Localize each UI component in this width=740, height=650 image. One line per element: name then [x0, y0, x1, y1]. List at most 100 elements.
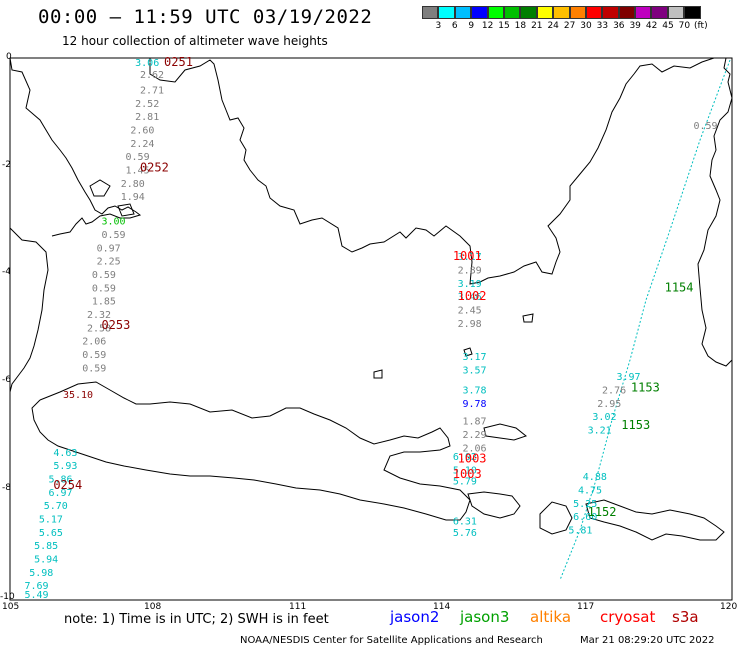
- colorbar-label: 36: [613, 21, 625, 31]
- colorbar-label: 9: [468, 21, 475, 31]
- x-tick-0: 105: [2, 602, 20, 612]
- wave-height-value: 2.24: [130, 139, 154, 150]
- wave-height-value: 0.59: [126, 152, 150, 163]
- colorbar-swatch: [618, 6, 636, 19]
- wave-height-value: 2.06: [82, 337, 106, 348]
- colorbar-swatch: [503, 6, 521, 19]
- pass-time-label: 1152: [588, 505, 617, 519]
- coastline-borneo: [9, 57, 715, 285]
- credit-line: NOAA/NESDIS Center for Satellite Applica…: [240, 635, 543, 646]
- colorbar-swatch: [487, 6, 504, 19]
- wave-height-value: 1.87: [462, 417, 486, 428]
- colorbar-swatch: [553, 6, 570, 19]
- wave-height-value: 2.95: [597, 399, 621, 410]
- wave-height-value: 3.19: [458, 279, 482, 290]
- wave-height-value: 5.70: [44, 501, 68, 512]
- colorbar-swatch: [422, 6, 439, 19]
- wave-height-value: 6.60: [573, 512, 597, 523]
- wave-height-value: 5.85: [34, 541, 58, 552]
- coastline-lombok: [539, 501, 573, 535]
- x-tick-2: 111: [289, 602, 307, 612]
- jason3-ground-track: [559, 59, 731, 581]
- colorbar-labels: 3 6 9 12 15 18 21 24 27 30 33 36 39 42 45 70 (ft): [422, 21, 740, 33]
- wave-height-value: 5.76: [453, 528, 477, 539]
- coastline-islands: [89, 179, 534, 379]
- x-tick-5: 120: [720, 602, 738, 612]
- wave-height-value: 2.62: [140, 70, 164, 81]
- wave-height-value: 2.52: [135, 99, 159, 110]
- pass-time-label: 1003: [458, 451, 487, 465]
- wave-height-value: 2.06: [462, 443, 486, 454]
- wave-height-value: 5.65: [39, 528, 63, 539]
- wave-height-value: 5.25: [573, 499, 597, 510]
- pass-time-label: 0254: [53, 478, 82, 492]
- pass-time-label: 1002: [458, 289, 487, 303]
- colorbar-label: 15: [498, 21, 510, 31]
- wave-height-value: 4.88: [583, 472, 607, 483]
- wave-height-value: 6.31: [453, 517, 477, 528]
- legend-cryosat: cryosat: [600, 608, 656, 626]
- colorbar-swatch: [684, 6, 701, 19]
- wave-height-value: 35.10: [63, 390, 93, 401]
- coastline-sumbawa: [585, 499, 725, 541]
- wave-height-value: 5.98: [29, 568, 53, 579]
- coastline-bali: [467, 491, 521, 519]
- wave-height-value: 3.78: [462, 386, 486, 397]
- coastline-sumatra: [9, 227, 49, 393]
- pass-time-label: 1154: [665, 280, 694, 294]
- wave-height-value: 2.81: [135, 112, 159, 123]
- colorbar: [422, 6, 701, 19]
- map-frame: [9, 57, 733, 601]
- colorbar-swatch: [635, 6, 652, 19]
- colorbar-label: 21: [531, 21, 543, 31]
- colorbar-swatch: [585, 6, 603, 19]
- wave-height-value: 0.59: [92, 270, 116, 281]
- chart-title: 00:00 — 11:59 UTC 03/19/2022: [38, 6, 373, 28]
- wave-height-value: 2.80: [121, 179, 145, 190]
- wave-height-value: 2.89: [458, 266, 482, 277]
- wave-height-value: 6.02: [453, 452, 477, 463]
- wave-height-value: 5.17: [39, 514, 63, 525]
- coastline-madura: [483, 423, 528, 441]
- pass-time-label: 0251: [164, 55, 193, 69]
- wave-height-value: 3.06: [135, 58, 159, 69]
- colorbar-label: (ft): [694, 21, 708, 31]
- wave-height-value: 1.94: [121, 192, 145, 203]
- chart-subtitle: 12 hour collection of altimeter wave hei…: [62, 34, 328, 48]
- colorbar-swatch: [569, 6, 586, 19]
- y-tick-4: -8: [2, 483, 11, 493]
- wave-height-value: 5.79: [453, 477, 477, 488]
- wave-height-value: 5.10: [453, 466, 477, 477]
- y-tick-3: -6: [2, 375, 11, 385]
- wave-height-value: 7.69: [24, 581, 48, 592]
- pass-time-label: 0252: [140, 160, 169, 174]
- wave-height-value: 3.17: [458, 252, 482, 263]
- colorbar-label: 18: [514, 21, 527, 31]
- wave-height-value: 5.94: [34, 554, 58, 565]
- y-tick-1: -2: [2, 160, 11, 170]
- x-tick-1: 108: [144, 602, 162, 612]
- colorbar-label: 27: [563, 21, 576, 31]
- wave-height-value: 2.98: [458, 319, 482, 330]
- colorbar-label: 45: [662, 21, 674, 31]
- legend-jason2: jason2: [390, 608, 440, 626]
- generated-timestamp: Mar 21 08:29:20 UTC 2022: [580, 635, 715, 646]
- colorbar-swatch: [602, 6, 619, 19]
- colorbar-label: 30: [580, 21, 592, 31]
- colorbar-swatch: [471, 6, 488, 19]
- colorbar-label: 33: [596, 21, 609, 31]
- y-tick-0: 0: [6, 52, 12, 62]
- y-tick-2: -4: [2, 267, 11, 277]
- pass-time-label: 1001: [453, 249, 482, 263]
- colorbar-swatch: [520, 6, 537, 19]
- wave-height-value: 2.32: [87, 310, 111, 321]
- wave-height-value: 3.17: [462, 352, 486, 363]
- colorbar-label: 70: [678, 21, 691, 31]
- wave-height-value: 3.21: [588, 426, 612, 437]
- wave-height-value: 3.02: [592, 412, 616, 423]
- wave-height-value: 2.25: [97, 257, 121, 268]
- colorbar-label: 39: [629, 21, 641, 31]
- pass-time-label: 1153: [631, 380, 660, 394]
- wave-height-value: 0.59: [101, 230, 125, 241]
